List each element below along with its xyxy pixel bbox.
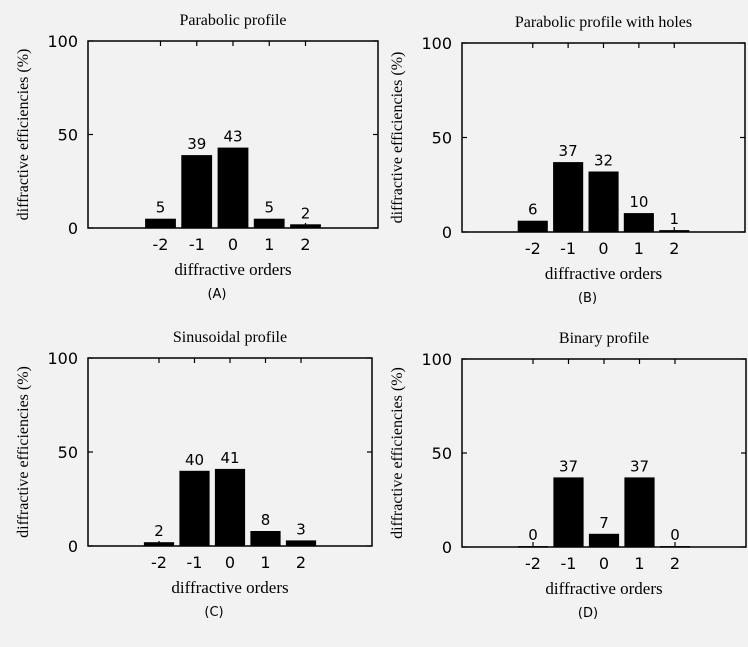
y-tick-label: 0 <box>68 219 78 238</box>
y-tick-label: 50 <box>432 129 452 148</box>
bar <box>250 531 281 546</box>
bar <box>217 147 249 228</box>
y-axis-label: diffractive efficiencies (%) <box>15 49 32 221</box>
x-tick-label: 0 <box>225 553 235 572</box>
data-label: 0 <box>528 526 538 544</box>
panel-label: (D) <box>578 606 598 621</box>
x-tick-label: -1 <box>560 239 576 258</box>
panel-label: (C) <box>204 605 223 620</box>
bar <box>623 213 654 232</box>
y-axis-label: diffractive efficiencies (%) <box>389 52 406 224</box>
panel-label: (A) <box>207 287 226 302</box>
bar <box>214 468 246 546</box>
data-label: 37 <box>559 457 578 475</box>
bar <box>588 533 620 547</box>
y-axis-label: diffractive efficiencies (%) <box>389 367 406 539</box>
chart-panel-3: 2 40 41 8 3 0 50 100 -2 -1 0 1 2 Sinusoidal profile di… <box>15 329 373 620</box>
chart-title: Parabolic profile with holes <box>515 14 692 31</box>
y-tick-label: 0 <box>442 538 452 557</box>
y-tick-label: 50 <box>58 443 78 462</box>
x-axis-label: diffractive orders <box>545 579 662 598</box>
data-label: 37 <box>630 457 649 475</box>
x-tick-label: 0 <box>228 235 238 254</box>
data-label: 40 <box>185 451 204 469</box>
bar <box>588 171 619 232</box>
y-tick-label: 100 <box>421 34 452 53</box>
chart-panel-1: 5 39 43 5 2 0 50 100 -2 -1 0 1 2 Parabolic profile dif… <box>15 12 379 302</box>
data-label: 39 <box>187 135 206 153</box>
bar <box>517 220 548 232</box>
data-label: 5 <box>265 199 275 217</box>
bar <box>179 470 210 546</box>
chart-title: Sinusoidal profile <box>173 329 287 346</box>
panel-label: (B) <box>578 291 597 306</box>
chart-title: Parabolic profile <box>179 12 286 29</box>
data-label: 37 <box>559 142 578 160</box>
data-label: 10 <box>629 193 648 211</box>
x-axis-label: diffractive orders <box>545 264 662 283</box>
x-tick-label: -2 <box>525 554 541 573</box>
x-tick-label: 2 <box>669 239 679 258</box>
x-tick-label: 2 <box>670 554 680 573</box>
x-axis-label: diffractive orders <box>174 260 291 279</box>
y-tick-label: 0 <box>442 223 452 242</box>
y-tick-label: 100 <box>47 32 78 51</box>
x-tick-label: -2 <box>151 553 167 572</box>
data-label: 2 <box>301 204 311 222</box>
bar <box>553 162 584 232</box>
x-tick-label: 1 <box>264 235 274 254</box>
x-tick-label: -1 <box>561 554 577 573</box>
data-label: 8 <box>261 511 271 529</box>
x-tick-label: 1 <box>634 554 644 573</box>
y-axis-label: diffractive efficiencies (%) <box>15 366 32 538</box>
x-tick-label: -1 <box>187 553 203 572</box>
y-tick-label: 50 <box>432 444 452 463</box>
data-label: 3 <box>296 520 306 538</box>
y-tick-label: 100 <box>421 350 452 369</box>
data-label: 7 <box>599 514 609 532</box>
x-tick-label: 0 <box>598 239 608 258</box>
data-label: 32 <box>594 152 613 170</box>
data-label: 5 <box>156 199 166 217</box>
chart-title: Binary profile <box>559 330 649 347</box>
y-tick-label: 50 <box>58 126 78 145</box>
data-label: 6 <box>528 201 538 219</box>
x-tick-label: 2 <box>296 553 306 572</box>
x-tick-label: -2 <box>525 239 541 258</box>
x-tick-label: 1 <box>634 239 644 258</box>
y-tick-label: 0 <box>68 537 78 556</box>
bar <box>181 155 213 228</box>
data-label: 41 <box>220 449 239 467</box>
data-label: 2 <box>154 522 164 540</box>
data-label: 0 <box>670 526 680 544</box>
bar <box>624 477 655 547</box>
data-label: 1 <box>670 210 680 228</box>
x-tick-label: 1 <box>260 553 270 572</box>
x-axis-label: diffractive orders <box>171 578 288 597</box>
chart-panel-4: 0 37 7 37 0 0 50 100 -2 -1 0 1 2 Binary profile diffra… <box>389 330 747 621</box>
x-tick-label: -1 <box>189 235 205 254</box>
x-tick-label: 2 <box>300 235 310 254</box>
x-tick-label: -2 <box>153 235 169 254</box>
y-tick-label: 100 <box>47 349 78 368</box>
x-tick-label: 0 <box>599 554 609 573</box>
data-label: 43 <box>223 128 242 146</box>
bar <box>553 477 584 547</box>
